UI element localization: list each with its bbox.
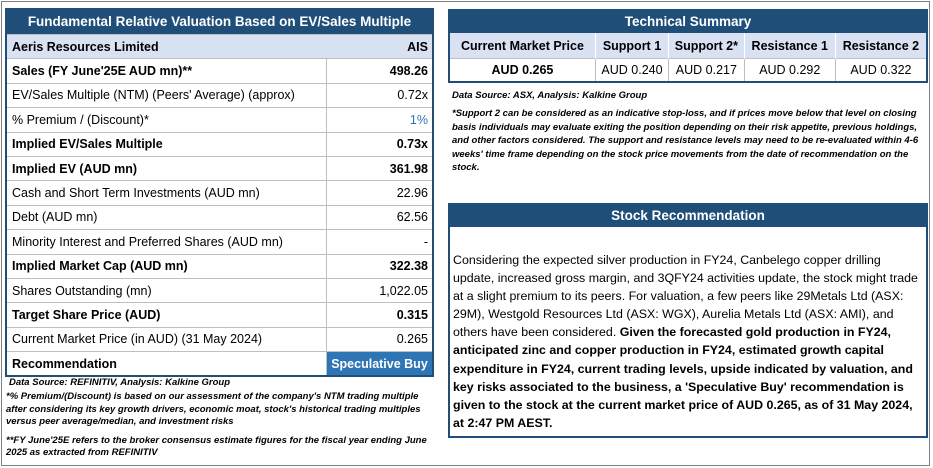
valuation-row-value: 0.72x	[326, 83, 432, 108]
valuation-row-label: Sales (FY June'25E AUD mn)**	[12, 64, 193, 79]
company-row: Aeris Resources Limited AIS	[7, 34, 432, 59]
technical-header: Resistance 2	[835, 33, 926, 59]
valuation-note-1: *% Premium/(Discount) is based on our as…	[6, 391, 421, 427]
technical-header: Resistance 1	[744, 33, 836, 59]
valuation-source: Data Source: REFINITIV, Analysis: Kalkin…	[9, 377, 231, 388]
stock-recommendation: Stock Recommendation Considering the exp…	[448, 203, 928, 438]
support-2-value: AUD 0.217	[668, 58, 745, 81]
stock-recommendation-text: Considering the expected silver producti…	[450, 227, 926, 432]
valuation-row-label: Cash and Short Term Investments (AUD mn)	[12, 186, 260, 201]
recommendation-row: Recommendation Speculative Buy	[7, 351, 432, 376]
valuation-title: Fundamental Relative Valuation Based on …	[7, 10, 432, 34]
valuation-row: Implied EV/Sales Multiple 0.73x	[7, 131, 432, 156]
technical-header: Current Market Price	[450, 33, 596, 59]
valuation-note-2: **FY June'25E refers to the broker conse…	[6, 434, 427, 459]
valuation-row-label: Implied EV/Sales Multiple	[12, 137, 163, 152]
valuation-row: EV/Sales Multiple (NTM) (Peers' Average)…	[7, 82, 432, 108]
company-name: Aeris Resources Limited	[12, 39, 159, 54]
recommendation-label: Recommendation	[12, 356, 117, 371]
valuation-row: Cash and Short Term Investments (AUD mn)…	[7, 180, 432, 205]
valuation-row-label: Minority Interest and Preferred Shares (…	[12, 234, 283, 249]
valuation-row: % Premium / (Discount)* 1%	[7, 107, 432, 132]
valuation-row-value: 0.265	[326, 327, 432, 352]
valuation-row-label: Shares Outstanding (mn)	[12, 283, 152, 298]
technical-source: Data Source: ASX, Analysis: Kalkine Grou…	[452, 90, 648, 101]
valuation-row-value: 0.315	[326, 303, 432, 327]
support-1-value: AUD 0.240	[595, 58, 670, 81]
valuation-row-value: 361.98	[326, 156, 432, 181]
technical-header: Support 1	[595, 33, 670, 59]
valuation-row-value: 322.38	[326, 254, 432, 278]
valuation-row: Implied EV (AUD mn) 361.98	[7, 155, 432, 181]
valuation-row: Shares Outstanding (mn) 1,022.05	[7, 277, 432, 303]
valuation-row: Minority Interest and Preferred Shares (…	[7, 229, 432, 254]
technical-summary: Technical Summary Current Market Price S…	[448, 9, 928, 83]
valuation-row: Target Share Price (AUD) 0.315	[7, 302, 432, 327]
valuation-row-value: 1,022.05	[326, 278, 432, 303]
recommendation-text-plain: Considering the expected silver producti…	[453, 253, 918, 340]
valuation-row-label: Current Market Price (in AUD) (31 May 20…	[12, 332, 263, 347]
valuation-table: Fundamental Relative Valuation Based on …	[5, 8, 434, 378]
valuation-row: Implied Market Cap (AUD mn) 322.38	[7, 253, 432, 278]
valuation-notes: *% Premium/(Discount) is based on our as…	[6, 391, 432, 466]
current-market-price-value: AUD 0.265	[450, 58, 596, 81]
valuation-row-value: 1%	[326, 108, 432, 132]
valuation-row: Debt (AUD mn) 62.56	[7, 204, 432, 230]
valuation-row-label: Implied EV (AUD mn)	[12, 161, 138, 176]
technical-note: *Support 2 can be considered as an indic…	[452, 108, 919, 173]
valuation-row-label: % Premium / (Discount)*	[12, 112, 149, 127]
technical-title: Technical Summary	[450, 11, 926, 33]
valuation-row-label: Target Share Price (AUD)	[12, 307, 161, 322]
resistance-1-value: AUD 0.292	[744, 58, 836, 81]
valuation-row: Current Market Price (in AUD) (31 May 20…	[7, 326, 432, 352]
valuation-row: Sales (FY June'25E AUD mn)** 498.26	[7, 58, 432, 83]
valuation-row-value: 62.56	[326, 205, 432, 230]
valuation-row-value: 0.73x	[326, 132, 432, 156]
valuation-row-label: Debt (AUD mn)	[12, 210, 98, 225]
valuation-row-value: 498.26	[326, 59, 432, 83]
stock-recommendation-title: Stock Recommendation	[450, 205, 926, 227]
resistance-2-value: AUD 0.322	[835, 58, 926, 81]
recommendation-value: Speculative Buy	[326, 352, 432, 376]
company-ticker: AIS	[407, 39, 428, 54]
technical-table: Current Market Price Support 1 Support 2…	[450, 33, 926, 81]
recommendation-text-bold: Given the forecasted gold production in …	[453, 325, 913, 430]
valuation-row-value: -	[326, 230, 432, 254]
valuation-row-value: 22.96	[326, 181, 432, 205]
valuation-row-label: Implied Market Cap (AUD mn)	[12, 259, 188, 274]
valuation-row-label: EV/Sales Multiple (NTM) (Peers' Average)…	[12, 88, 295, 103]
technical-header: Support 2*	[668, 33, 745, 59]
